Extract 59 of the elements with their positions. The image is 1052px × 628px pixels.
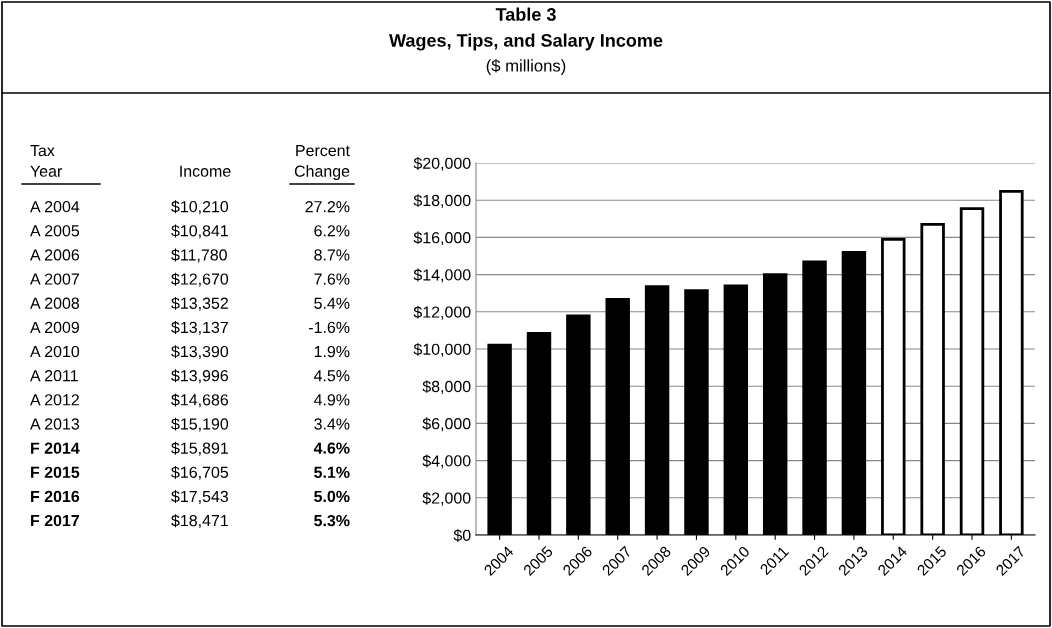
y-tick-label: $20,000 (413, 156, 471, 171)
text: A 2012 (30, 394, 79, 406)
y-tick-label: $12,000 (413, 305, 471, 320)
text: $15,891 (171, 441, 228, 456)
text: 5.1% (314, 466, 350, 478)
text: $15,190 (171, 417, 229, 432)
text: F 2016 (31, 490, 80, 503)
y-tick-label: $14,000 (413, 268, 471, 283)
chart-title: Table 3 (495, 7, 556, 21)
y-tick-label: $16,000 (413, 231, 471, 246)
text: A 2010 (30, 345, 80, 358)
text: Percent Change (294, 145, 350, 180)
text: $13,137 (171, 321, 228, 335)
text: A 2006 (30, 249, 80, 261)
text: $10,841 (171, 224, 228, 239)
y-axis-title: ($ millions) (486, 59, 566, 75)
chart-subtitle: Wages, Tips, and Salary Income (389, 33, 663, 51)
text: F 2017 (31, 514, 80, 527)
text: 5.0% (314, 490, 350, 503)
text: A 2009 (30, 321, 79, 334)
y-tick-label: $2,000 (422, 491, 471, 506)
text: F 2014 (31, 442, 80, 454)
text: 5.3% (314, 514, 350, 527)
text: $14,686 (171, 393, 229, 408)
text: A 2011 (30, 370, 78, 382)
text: 8.7% (314, 249, 350, 261)
y-tick-label: $4,000 (422, 454, 471, 469)
text: Income (180, 165, 231, 177)
text: A 2013 (30, 418, 80, 430)
text: A 2005 (30, 225, 80, 237)
text: $11,780 (171, 248, 227, 263)
text: 5.4% (314, 297, 350, 309)
y-tick-label: $18,000 (413, 194, 471, 209)
text: 7.6% (314, 273, 350, 285)
text: F 2015 (31, 466, 80, 478)
text: $17,543 (171, 490, 229, 504)
y-tick-label: $6,000 (422, 417, 471, 432)
text: $13,996 (171, 369, 229, 384)
text: $10,210 (171, 200, 229, 215)
text: 27.2% (305, 200, 350, 213)
text: 4.9% (313, 394, 350, 406)
text: A 2004 (30, 200, 80, 213)
text: 4.5% (313, 370, 350, 382)
y-tick-label: $10,000 (413, 342, 471, 357)
y-tick-label: $0 (453, 528, 471, 542)
text: $13,352 (171, 296, 228, 311)
text: Tax Year (30, 145, 63, 177)
text: $18,471 (171, 514, 228, 529)
text: $16,705 (171, 465, 229, 480)
y-tick-label: $8,000 (422, 380, 471, 395)
text: -1.6% (308, 321, 350, 334)
text: 3.4% (314, 418, 350, 430)
text: A 2007 (30, 273, 79, 285)
text: 4.6% (313, 442, 350, 454)
text: 1.9% (314, 345, 350, 358)
text: 6.2% (314, 225, 350, 237)
text: $12,670 (171, 272, 229, 287)
text: $13,390 (171, 345, 229, 360)
text: A 2008 (30, 297, 80, 309)
